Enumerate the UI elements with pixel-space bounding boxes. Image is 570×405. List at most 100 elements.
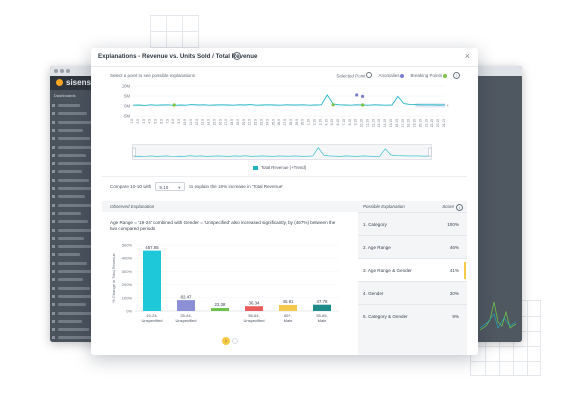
data-label: 82.47 <box>181 294 193 299</box>
modal-title: Explanations - Revenue vs. Units Sold / … <box>98 53 258 60</box>
x-tick-label: 1.9 <box>130 119 134 124</box>
x-tick-label: 8.9 <box>171 119 175 124</box>
explanation-row[interactable]: 1. Category 100% <box>358 212 467 236</box>
modal-header: Explanations - Revenue vs. Units Sold / … <box>91 48 478 67</box>
compare-date-select[interactable]: 9.10 ▼ <box>155 182 186 191</box>
y-tick-label: 100% <box>122 295 133 300</box>
breaking-point-marker <box>331 103 335 107</box>
x-tick-label: 21.10 <box>424 119 428 127</box>
y-tick-label: 10M <box>122 84 131 89</box>
x-tick-label: 22.9 <box>254 119 258 126</box>
page-2-button[interactable] <box>232 338 238 344</box>
bar <box>279 304 297 311</box>
x-tick-label: 23.9 <box>260 119 264 126</box>
y-tick-label: 400% <box>122 256 133 261</box>
x-tick-label: 27.9 <box>283 119 287 126</box>
bar <box>211 308 229 311</box>
explanation-row-selected[interactable]: 3. Age Range & Gender 41% <box>358 258 467 282</box>
x-tick-label: 1.10 <box>307 119 311 126</box>
x-tick-label: 7.10 <box>342 119 346 126</box>
x-tick-label: 4.10 <box>324 119 328 126</box>
x-tick-label: 15.10 <box>389 119 393 127</box>
category-label: 65+, Male <box>284 313 293 323</box>
anomaly-marker <box>355 93 359 97</box>
app-header: sisense <box>50 76 104 90</box>
point-legend: Selected Point Anomalies Breaking Points… <box>336 72 460 79</box>
compare-row: Compare 10-10 with 9.10 ▼ to explain the… <box>110 182 283 191</box>
explanation-row[interactable]: 4. Gender 30% <box>358 281 467 305</box>
y-tick-label: 0% <box>126 309 132 314</box>
breaking-point-marker-icon <box>443 73 447 78</box>
anomaly-marker-icon <box>400 73 405 78</box>
x-tick-label: 7.9 <box>165 119 169 124</box>
range-navigator[interactable] <box>132 144 432 160</box>
anomaly-marker <box>360 94 365 98</box>
category-label: 55-65, Male <box>316 313 327 323</box>
x-tick-label: 10.9 <box>183 119 187 126</box>
data-label: 36.34 <box>249 300 261 305</box>
data-label: 45.91 <box>283 299 295 304</box>
x-tick-label: 24.9 <box>265 119 269 126</box>
x-tick-label: 8.10 <box>348 119 352 126</box>
legend-selected: Selected Point <box>336 72 373 79</box>
x-tick-label: 22.10 <box>430 119 434 127</box>
x-tick-label: 12.9 <box>195 119 199 126</box>
possible-explanation-header: Possible Explanation Score i <box>358 201 467 212</box>
legend-anomalies: Anomalies <box>378 73 405 78</box>
x-tick-label: 20.10 <box>418 119 422 127</box>
x-tick-label: 5.10 <box>330 119 334 126</box>
change-bar-chart: 500% 400% 300% 200% 100% 0% % Change in Total … <box>111 243 339 323</box>
divider <box>102 176 467 177</box>
category-label: 19-24, Unspecified <box>142 313 163 323</box>
x-tick-label: 4.9 <box>148 119 152 124</box>
x-tick-label: 13.10 <box>377 119 381 127</box>
navigator-frame <box>132 144 432 160</box>
x-tick-label: 15.9 <box>212 119 216 126</box>
x-tick-label: 13.9 <box>201 119 205 126</box>
instruction-text: Select a point to see possible explanati… <box>110 73 196 78</box>
explanation-row[interactable]: 5. Category & Gender 9% <box>358 304 467 328</box>
explanation-row[interactable]: 2. Age Range 46% <box>358 235 467 259</box>
y-tick-label: 200% <box>122 282 133 287</box>
x-tick-label: 14.9 <box>207 119 211 126</box>
x-tick-label: 17.10 <box>401 119 405 127</box>
x-tick-label: 23.10 <box>436 119 440 127</box>
legend-breaking: Breaking Points <box>410 73 447 78</box>
decorative-grid-top <box>150 15 199 64</box>
y-tick-label: -5M <box>123 114 131 119</box>
x-tick-label: 2.10 <box>312 119 316 126</box>
selected-point-marker-icon <box>366 72 373 79</box>
x-tick-label: 17.9 <box>224 119 228 126</box>
x-tick-label: 9.10 <box>354 119 358 126</box>
selection-indicator <box>464 262 466 279</box>
x-tick-label: 20.9 <box>242 119 246 126</box>
x-tick-label: 18.9 <box>230 119 234 126</box>
possible-explanation-panel: Possible Explanation Score i 1. Category… <box>358 201 467 355</box>
x-tick-label: 28.9 <box>289 119 293 126</box>
x-tick-label: 14.10 <box>383 119 387 127</box>
x-tick-label: 11.9 <box>189 119 193 125</box>
x-tick-label: 19.10 <box>413 119 417 127</box>
help-icon[interactable]: ? <box>453 72 460 79</box>
background-widget-chart <box>480 301 516 331</box>
observed-explanation-text: Age Range = '19-24' combined with Gender… <box>110 220 336 231</box>
app-logo: sisense <box>56 78 95 87</box>
info-icon[interactable]: i <box>456 204 463 211</box>
compare-prefix: Compare 10-10 with <box>110 184 152 189</box>
data-label: 47.76 <box>317 299 329 304</box>
series-legend-label: Total Revenue (+Trend) <box>261 165 307 170</box>
background-widget-panel <box>474 76 522 342</box>
page-1-button[interactable]: 1 <box>222 337 230 345</box>
series-line <box>132 94 446 106</box>
bar <box>313 304 331 311</box>
sidebar-title: Dashboards <box>54 93 76 98</box>
info-icon[interactable]: i <box>233 52 241 60</box>
range-handle-right <box>428 147 432 157</box>
x-tick-label: 18.10 <box>407 119 411 127</box>
breaking-point-marker <box>172 103 176 107</box>
close-icon[interactable]: × <box>464 51 470 61</box>
data-label: 457.65 <box>145 245 159 250</box>
possible-explanation-title: Possible Explanation <box>363 204 405 209</box>
x-tick-label: 16.9 <box>218 119 222 126</box>
